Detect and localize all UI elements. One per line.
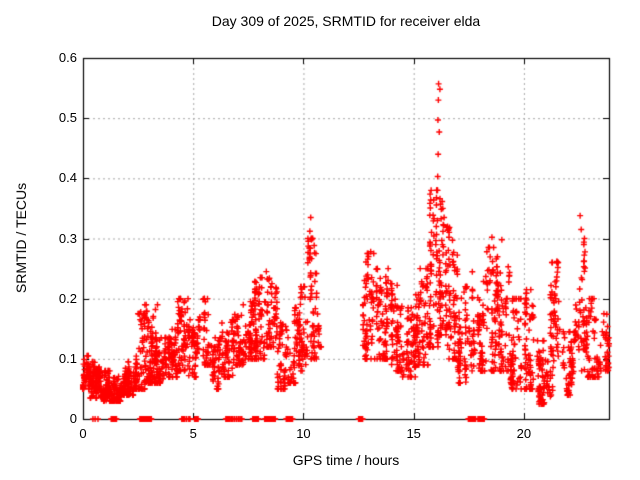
x-tick-label: 5 (189, 426, 197, 441)
y-tick-label: 0.4 (58, 170, 77, 186)
x-tick-label: 0 (79, 426, 87, 441)
y-tick-label: 0.2 (58, 290, 77, 306)
x-axis-label: GPS time / hours (292, 452, 400, 468)
y-tick-label: 0.3 (58, 230, 77, 246)
y-tick-label: 0.6 (58, 50, 77, 65)
x-tick-label: 20 (516, 426, 532, 441)
x-tick-label: 15 (406, 426, 421, 441)
y-tick-label: 0 (69, 411, 77, 426)
y-tick-label: 0.1 (58, 350, 77, 366)
chart-title: Day 309 of 2025, SRMTID for receiver eld… (211, 13, 481, 29)
x-tick-label: 10 (296, 426, 311, 441)
y-tick-label: 0.5 (58, 110, 77, 126)
